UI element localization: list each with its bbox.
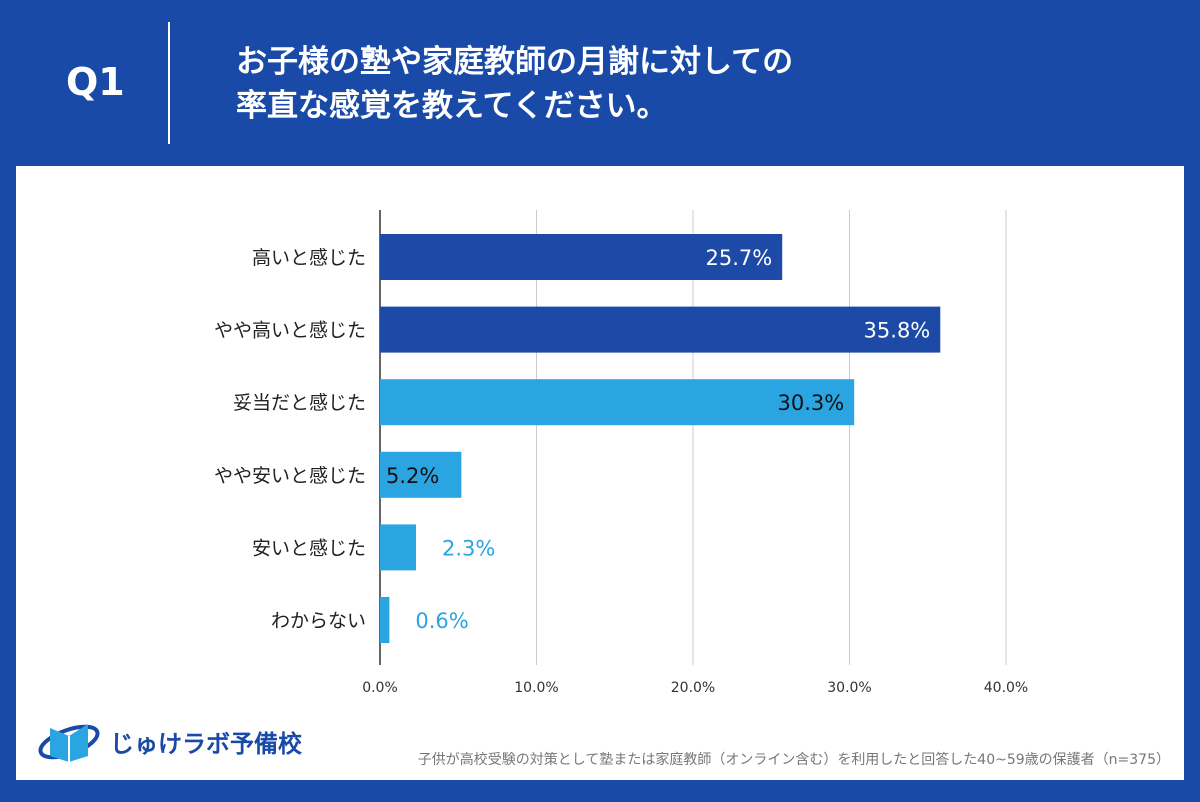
bar	[380, 306, 941, 353]
title-line-1: お子様の塾や家庭教師の月謝に対しての	[236, 44, 794, 80]
data-label: 5.2%	[386, 464, 439, 488]
data-label: 30.3%	[777, 391, 844, 415]
x-tick-label: 20.0%	[671, 680, 715, 696]
x-tick-label: 0.0%	[362, 680, 398, 696]
bar	[380, 234, 783, 280]
logo-text: じゅけラボ予備校	[110, 729, 302, 758]
book-logo-icon	[38, 724, 100, 762]
question-title: お子様の塾や家庭教師の月謝に対しての 率直な感覚を教えてください。	[236, 40, 1136, 128]
category-label: やや高いと感じた	[214, 320, 366, 342]
data-label: 2.3%	[442, 536, 495, 560]
survey-note: 子供が高校受験の対策として塾または家庭教師（オンライン含む）を利用したと回答した…	[417, 752, 1170, 768]
category-label: 妥当だと感じた	[233, 392, 366, 414]
bar	[380, 597, 390, 643]
category-label: わからない	[271, 610, 366, 632]
title-line-2: 率直な感覚を教えてください。	[236, 88, 668, 124]
category-label: 安いと感じた	[252, 537, 366, 559]
bar	[380, 524, 416, 571]
category-label: やや安いと感じた	[214, 465, 366, 487]
category-label: 高いと感じた	[252, 247, 366, 269]
bar	[380, 379, 855, 426]
divider	[168, 22, 170, 144]
logo: じゅけラボ予備校	[36, 716, 302, 766]
x-tick-label: 10.0%	[514, 680, 558, 696]
data-label: 25.7%	[705, 246, 772, 270]
question-number: Q1	[66, 60, 125, 104]
x-tick-label: 30.0%	[827, 680, 871, 696]
data-label: 0.6%	[415, 609, 468, 633]
x-tick-label: 40.0%	[984, 680, 1028, 696]
bar	[380, 451, 462, 498]
data-label: 35.8%	[864, 319, 931, 343]
